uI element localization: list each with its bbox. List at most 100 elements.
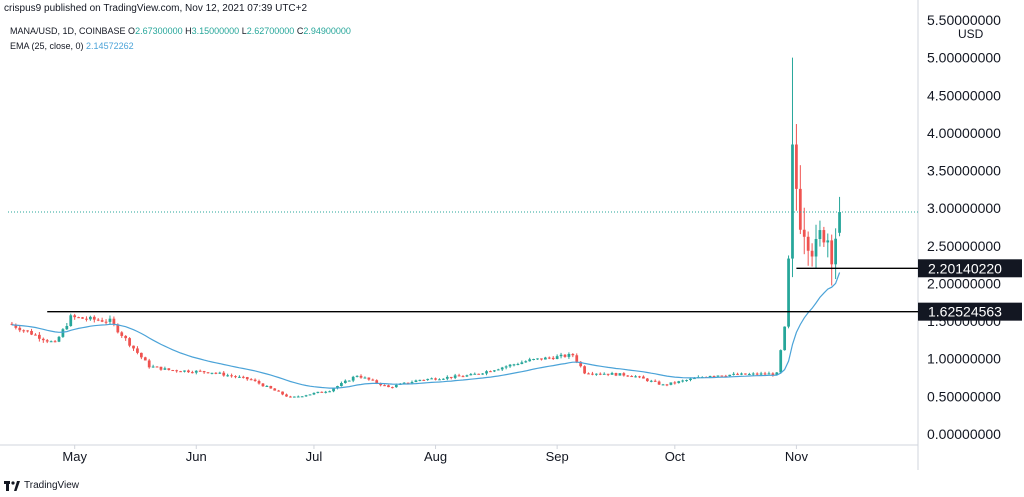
candle-body	[689, 378, 692, 381]
currency-label: USD	[956, 27, 986, 41]
candle-body	[665, 384, 669, 386]
candle-body	[81, 317, 84, 319]
candle-body	[324, 391, 328, 393]
candle-body	[814, 238, 818, 257]
candle-body	[120, 332, 124, 336]
candle-body	[69, 315, 73, 326]
candle-body	[238, 376, 241, 378]
candle-body	[767, 373, 771, 375]
y-tick-label: 0.00000000	[927, 426, 1001, 442]
candle-body	[575, 355, 579, 362]
candle-body	[147, 360, 151, 368]
open-value: 2.67300000	[135, 26, 183, 36]
y-tick-label: 2.50000000	[927, 238, 1001, 254]
candle-body	[563, 354, 567, 357]
y-tick-label: 5.50000000	[927, 12, 1001, 28]
candle-body	[198, 370, 202, 372]
candle-body	[477, 373, 481, 375]
candle-body	[414, 380, 418, 383]
candle-body	[622, 373, 626, 376]
candle-body	[555, 356, 559, 360]
candle-body	[536, 358, 539, 360]
candle-body	[379, 383, 383, 386]
candle-body	[594, 373, 598, 375]
candle-body	[638, 376, 641, 378]
candle-body	[685, 380, 688, 382]
candle-body	[257, 381, 261, 384]
candle-body	[187, 370, 190, 373]
candle-body	[818, 230, 822, 239]
candle-body	[493, 370, 496, 372]
candle-body	[469, 374, 473, 376]
candle-body	[559, 354, 563, 357]
candle-body	[269, 385, 273, 389]
candle-body	[214, 372, 218, 374]
candle-body	[77, 317, 80, 319]
candle-body	[732, 373, 736, 375]
publisher-line: crispus9 published on TradingView.com, N…	[4, 3, 308, 14]
candle-body	[771, 373, 775, 375]
candle-body	[391, 387, 394, 389]
candle-body	[787, 258, 790, 327]
candle-body	[547, 357, 551, 359]
candle-body	[230, 375, 233, 377]
candle-body	[406, 382, 410, 384]
candle-body	[296, 396, 300, 398]
candle-body	[45, 340, 49, 342]
candle-body	[630, 376, 634, 378]
candle-body	[65, 325, 69, 330]
candle-body	[30, 330, 33, 335]
candle-body	[34, 334, 37, 336]
candle-body	[190, 372, 194, 374]
candle-body	[292, 396, 296, 398]
candle-body	[426, 378, 430, 380]
candle-body	[567, 354, 571, 357]
candle-body	[340, 383, 343, 387]
candle-body	[626, 375, 630, 377]
candle-body	[661, 384, 665, 386]
candle-body	[430, 378, 433, 380]
candle-body	[465, 375, 469, 377]
y-tick-label: 1.00000000	[927, 351, 1001, 367]
candle-body	[457, 375, 461, 377]
candle-body	[489, 371, 492, 373]
candle-body	[418, 379, 422, 381]
candle-body	[143, 357, 147, 361]
candle-body	[112, 318, 116, 325]
candle-body	[598, 373, 602, 375]
candle-body	[183, 370, 186, 372]
candle-body	[108, 318, 112, 322]
candle-body	[802, 229, 806, 237]
candle-body	[583, 366, 586, 374]
candle-body	[285, 394, 288, 397]
level-label: 1.62524563	[928, 304, 1002, 320]
candle-body	[57, 336, 61, 342]
candle-body	[512, 364, 516, 366]
y-tick-label: 4.00000000	[927, 125, 1001, 141]
candle-body	[693, 378, 696, 380]
candle-body	[104, 321, 108, 323]
candle-body	[100, 320, 104, 322]
candle-body	[673, 382, 677, 384]
candle-body	[402, 382, 406, 384]
high-label: H	[185, 26, 192, 36]
candle-body	[677, 381, 681, 384]
candle-body	[128, 338, 131, 346]
candle-body	[241, 376, 245, 378]
candle-body	[461, 376, 465, 378]
candle-body	[375, 380, 379, 384]
candle-body	[520, 362, 524, 365]
y-tick-label: 3.00000000	[927, 200, 1001, 216]
candle-body	[316, 391, 320, 393]
candle-body	[453, 375, 457, 378]
candle-body	[740, 373, 743, 375]
x-tick-label: Jul	[306, 449, 323, 464]
candle-body	[579, 361, 583, 367]
candle-body	[363, 377, 367, 379]
candle-body	[163, 368, 167, 370]
candle-body	[602, 373, 606, 375]
candle-body	[116, 324, 120, 333]
candle-body	[728, 374, 732, 377]
tradingview-logo-icon	[4, 480, 20, 491]
